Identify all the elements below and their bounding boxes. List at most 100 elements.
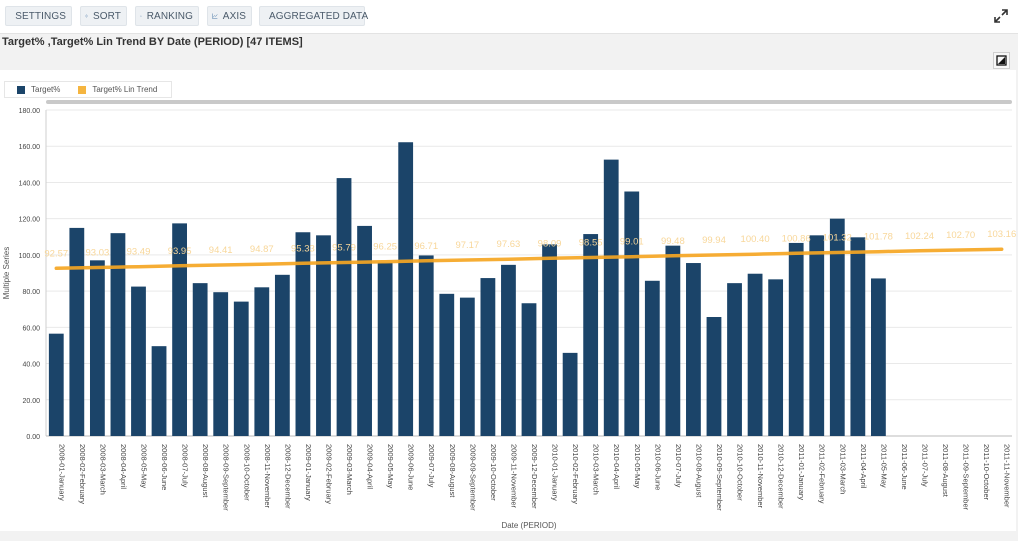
bar bbox=[624, 191, 640, 436]
trend-data-label: 99.48 bbox=[661, 236, 685, 247]
sort-icon bbox=[85, 14, 88, 18]
legend: Target% Target% Lin Trend bbox=[4, 81, 172, 98]
bar bbox=[233, 301, 249, 436]
x-tick-label: 2009-09-September bbox=[468, 444, 477, 511]
x-tick-label: 2009-12-December bbox=[530, 444, 539, 509]
x-tick-label: 2008-02-February bbox=[78, 444, 87, 504]
bar bbox=[768, 279, 784, 436]
bar bbox=[521, 303, 537, 436]
x-tick-label: 2011-07-July bbox=[921, 444, 930, 487]
sort-button[interactable]: SORT bbox=[80, 6, 127, 26]
x-tick-label: 2008-04-April bbox=[119, 444, 128, 489]
x-tick-label: 2010-08-August bbox=[694, 444, 703, 498]
axis-button[interactable]: AXIS bbox=[207, 6, 252, 26]
x-tick-label: 2010-03-March bbox=[592, 444, 601, 495]
trend-data-label: 98.09 bbox=[538, 238, 562, 249]
trend-data-label: 101.78 bbox=[864, 232, 893, 243]
bar bbox=[336, 178, 352, 436]
bar bbox=[727, 283, 742, 436]
trend-data-label: 100.40 bbox=[741, 234, 770, 245]
x-tick-label: 2010-01-January bbox=[551, 444, 560, 501]
ranking-label: RANKING bbox=[146, 10, 193, 22]
x-tick-label: 2010-09-September bbox=[715, 444, 724, 511]
x-tick-label: 2008-03-March bbox=[98, 444, 107, 495]
bar bbox=[562, 352, 578, 436]
y-tick-label: 0.00 bbox=[26, 434, 40, 441]
x-tick-label: 2009-02-February bbox=[324, 444, 333, 504]
bar bbox=[69, 227, 85, 436]
bar bbox=[398, 142, 414, 436]
x-tick-label: 2008-10-October bbox=[242, 444, 251, 501]
x-tick-label: 2009-03-March bbox=[345, 444, 354, 495]
toolbar: SETTINGS SORT RANKING AXIS AGGREGATED DA… bbox=[0, 0, 1018, 34]
bar bbox=[192, 283, 208, 436]
x-tick-label: 2010-05-May bbox=[633, 444, 642, 488]
x-axis-title: Date (PERIOD) bbox=[501, 521, 556, 530]
legend-swatch-trend bbox=[78, 85, 87, 94]
trend-data-label: 92.57 bbox=[44, 248, 68, 259]
settings-label: SETTINGS bbox=[15, 10, 66, 22]
bar bbox=[871, 278, 886, 436]
bar bbox=[357, 225, 372, 436]
x-tick-label: 2008-01-January bbox=[57, 444, 66, 501]
y-tick-label: 60.00 bbox=[22, 325, 40, 332]
legend-item-trend[interactable]: Target% Lin Trend bbox=[78, 85, 157, 94]
bar bbox=[747, 273, 763, 436]
x-tick-label: 2011-04-April bbox=[859, 444, 868, 489]
trend-data-label: 99.01 bbox=[620, 237, 644, 248]
x-tick-label: 2011-01-January bbox=[797, 444, 806, 500]
x-tick-label: 2011-02-February bbox=[818, 444, 827, 504]
trend-data-label: 97.17 bbox=[455, 240, 479, 251]
x-tick-label: 2011-03-March bbox=[838, 444, 847, 494]
trend-data-label: 102.70 bbox=[946, 230, 975, 241]
bar bbox=[480, 278, 496, 436]
y-axis-title: Multiple Series bbox=[2, 247, 11, 299]
trend-data-label: 100.86 bbox=[782, 233, 811, 244]
bar bbox=[418, 255, 434, 436]
trend-data-label: 96.71 bbox=[414, 241, 438, 252]
y-tick-label: 120.00 bbox=[19, 217, 41, 224]
x-tick-label: 2011-11-November bbox=[1003, 444, 1012, 508]
x-tick-label: 2008-12-December bbox=[283, 444, 292, 509]
y-tick-label: 100.00 bbox=[19, 253, 41, 260]
x-tick-label: 2008-08-August bbox=[201, 444, 210, 498]
x-tick-label: 2009-05-May bbox=[386, 444, 395, 488]
bar bbox=[213, 292, 229, 436]
axis-icon bbox=[212, 13, 218, 19]
legend-label-trend: Target% Lin Trend bbox=[92, 85, 158, 94]
x-tick-label: 2011-05-May bbox=[879, 444, 888, 488]
axis-label: AXIS bbox=[222, 10, 246, 22]
aggregated-data-button[interactable]: AGGREGATED DATA bbox=[259, 6, 368, 26]
bar bbox=[501, 264, 516, 436]
x-tick-label: 2011-08-August bbox=[941, 444, 950, 498]
chart-scrollbar[interactable] bbox=[46, 100, 1012, 104]
y-tick-label: 180.00 bbox=[19, 108, 41, 115]
trend-data-label: 95.79 bbox=[332, 243, 356, 254]
trend-data-label: 94.41 bbox=[209, 245, 233, 256]
ranking-button[interactable]: RANKING bbox=[135, 6, 199, 26]
x-tick-label: 2009-11-November bbox=[509, 444, 518, 509]
bar bbox=[274, 274, 290, 436]
bar bbox=[377, 262, 393, 436]
bar bbox=[809, 235, 825, 436]
expand-icon[interactable] bbox=[994, 9, 1008, 23]
x-tick-label: 2009-06-June bbox=[407, 444, 416, 490]
settings-button[interactable]: SETTINGS bbox=[5, 6, 72, 26]
trend-data-label: 93.95 bbox=[168, 246, 192, 257]
export-image-button[interactable] bbox=[993, 52, 1010, 69]
bar bbox=[110, 233, 126, 436]
trend-data-label: 102.24 bbox=[905, 231, 934, 242]
bar bbox=[254, 287, 270, 436]
bar bbox=[89, 260, 105, 436]
bar bbox=[542, 244, 557, 436]
trend-data-label: 103.16 bbox=[987, 229, 1016, 240]
bar bbox=[439, 293, 455, 436]
x-tick-label: 2008-09-September bbox=[222, 444, 231, 511]
bar bbox=[686, 263, 701, 436]
bar bbox=[850, 237, 866, 436]
legend-item-target[interactable]: Target% bbox=[17, 85, 60, 94]
bar bbox=[665, 245, 681, 436]
x-tick-label: 2009-01-January bbox=[304, 444, 313, 501]
y-tick-label: 40.00 bbox=[22, 362, 40, 369]
bar bbox=[459, 297, 475, 436]
